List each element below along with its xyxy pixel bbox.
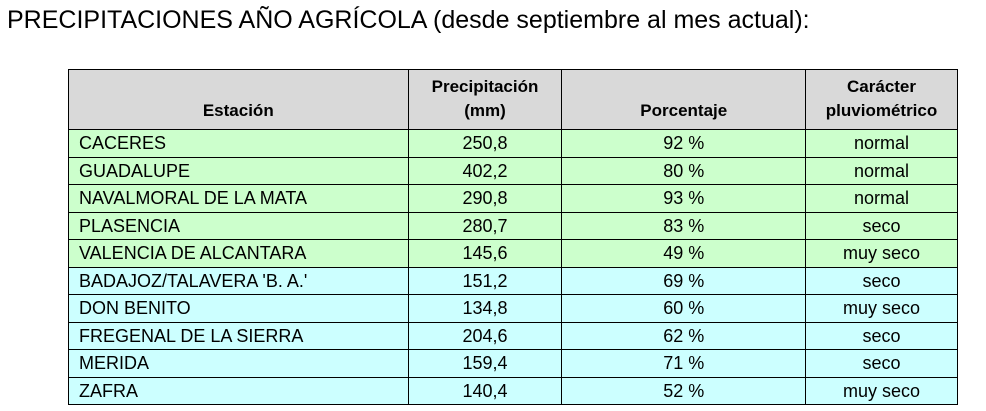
table-body: CACERES 250,8 92 % normal GUADALUPE 402,2 80 %… xyxy=(68,129,958,405)
table-cell: PLASENCIA xyxy=(68,211,409,240)
header-row: Estación Precipitación (mm) Porcentaje Cará… xyxy=(68,69,958,130)
table-cell: 83 % xyxy=(561,211,807,240)
column-header: Precipitación (mm) xyxy=(407,69,563,130)
table-cell: 60 % xyxy=(561,294,807,323)
table-cell: 290,8 xyxy=(407,184,563,213)
table-cell: 134,8 xyxy=(407,294,563,323)
table-cell: 402,2 xyxy=(407,156,563,185)
table-row: GUADALUPE 402,2 80 % normal xyxy=(68,156,958,185)
table-cell: 71 % xyxy=(561,349,807,378)
table-cell: 159,4 xyxy=(407,349,563,378)
table-cell: VALENCIA DE ALCANTARA xyxy=(68,239,409,268)
precipitation-table: Estación Precipitación (mm) Porcentaje Cará… xyxy=(68,69,958,405)
table-cell: 204,6 xyxy=(407,321,563,350)
table-cell: 250,8 xyxy=(407,129,563,158)
table-cell: 140,4 xyxy=(407,376,563,405)
column-header: Carácter pluviométrico xyxy=(805,69,958,130)
table-cell: FREGENAL DE LA SIERRA xyxy=(68,321,409,350)
table-cell: DON BENITO xyxy=(68,294,409,323)
table-cell: GUADALUPE xyxy=(68,156,409,185)
page-title: PRECIPITACIONES AÑO AGRÍCOLA (desde sept… xyxy=(7,6,810,34)
table-cell: seco xyxy=(805,266,958,295)
table-cell: NAVALMORAL DE LA MATA xyxy=(68,184,409,213)
table-cell: seco xyxy=(805,349,958,378)
table-row: BADAJOZ/TALAVERA 'B. A.' 151,2 69 % seco xyxy=(68,266,958,295)
table-cell: 93 % xyxy=(561,184,807,213)
table-cell: muy seco xyxy=(805,239,958,268)
table-cell: 49 % xyxy=(561,239,807,268)
table-cell: 92 % xyxy=(561,129,807,158)
table-header: Estación Precipitación (mm) Porcentaje Cará… xyxy=(68,69,958,130)
table-cell: 151,2 xyxy=(407,266,563,295)
table-cell: ZAFRA xyxy=(68,376,409,405)
table-cell: muy seco xyxy=(805,294,958,323)
table-cell: normal xyxy=(805,129,958,158)
table-cell: BADAJOZ/TALAVERA 'B. A.' xyxy=(68,266,409,295)
table-cell: normal xyxy=(805,156,958,185)
table-cell: 80 % xyxy=(561,156,807,185)
table-row: DON BENITO 134,8 60 % muy seco xyxy=(68,294,958,323)
table-row: VALENCIA DE ALCANTARA 145,6 49 % muy seco xyxy=(68,239,958,268)
table-row: NAVALMORAL DE LA MATA 290,8 93 % normal xyxy=(68,184,958,213)
table-row: ZAFRA 140,4 52 % muy seco xyxy=(68,376,958,405)
table-cell: seco xyxy=(805,321,958,350)
column-header: Estación xyxy=(68,69,409,130)
table-cell: 52 % xyxy=(561,376,807,405)
table-cell: seco xyxy=(805,211,958,240)
table-cell: CACERES xyxy=(68,129,409,158)
table-cell: muy seco xyxy=(805,376,958,405)
table-cell: 69 % xyxy=(561,266,807,295)
table-cell: 145,6 xyxy=(407,239,563,268)
table-cell: normal xyxy=(805,184,958,213)
table-row: MERIDA 159,4 71 % seco xyxy=(68,349,958,378)
table-cell: 62 % xyxy=(561,321,807,350)
table-row: PLASENCIA 280,7 83 % seco xyxy=(68,211,958,240)
table-row: CACERES 250,8 92 % normal xyxy=(68,129,958,158)
column-header: Porcentaje xyxy=(561,69,807,130)
table-row: FREGENAL DE LA SIERRA 204,6 62 % seco xyxy=(68,321,958,350)
table-cell: 280,7 xyxy=(407,211,563,240)
table-cell: MERIDA xyxy=(68,349,409,378)
